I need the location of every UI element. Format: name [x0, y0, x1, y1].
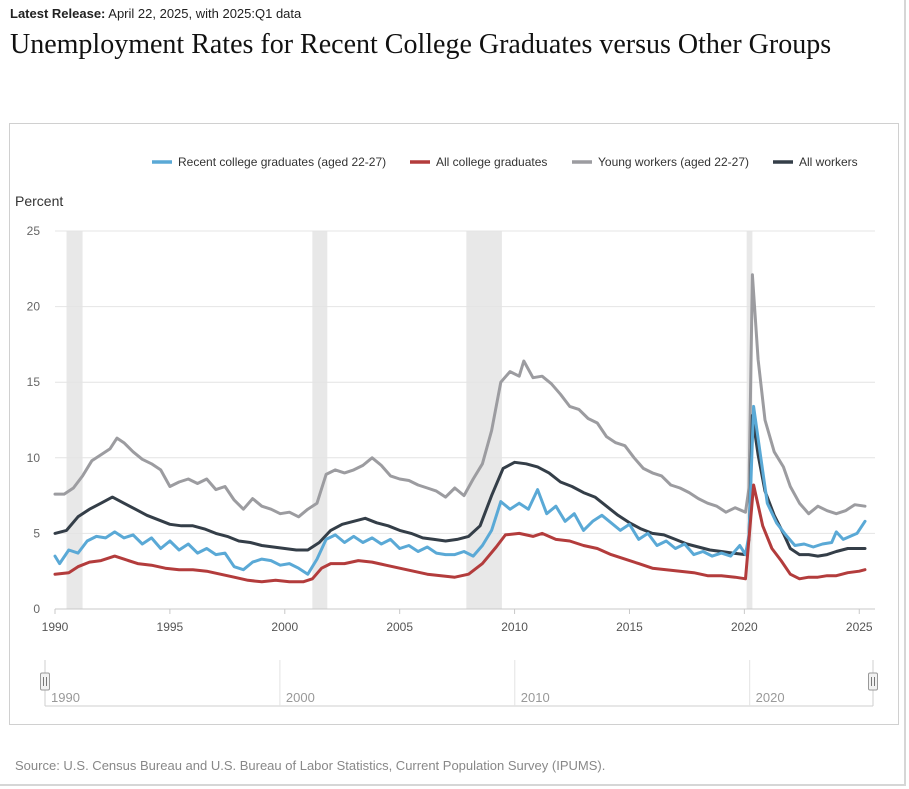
y-tick-label: 0 [33, 602, 40, 616]
series-line-young [53, 273, 867, 519]
y-axis-label: Percent [15, 193, 63, 209]
grid-lines [55, 230, 875, 610]
release-label: Latest Release: [10, 6, 106, 21]
x-tick-label: 2010 [501, 620, 528, 634]
y-tick-label: 15 [27, 375, 41, 389]
navigator-label: 1990 [51, 690, 80, 705]
legend-label: All workers [799, 155, 858, 169]
legend-item[interactable]: Young workers (aged 22-27) [572, 155, 749, 169]
x-tick-label: 2015 [616, 620, 643, 634]
y-tick-label: 10 [27, 451, 41, 465]
recession-band [66, 231, 83, 609]
y-tick-label: 5 [33, 526, 40, 540]
source-note: Source: U.S. Census Bureau and U.S. Bure… [15, 758, 606, 773]
x-tick-label: 2025 [846, 620, 873, 634]
legend-item[interactable]: All workers [773, 155, 858, 169]
legend-label: Recent college graduates (aged 22-27) [178, 155, 386, 169]
y-tick-label: 20 [27, 300, 41, 314]
x-tick-label: 1995 [157, 620, 184, 634]
handle-body [40, 672, 50, 691]
legend-label: Young workers (aged 22-27) [598, 155, 749, 169]
legend-label: All college graduates [436, 155, 547, 169]
navigator-label: 2000 [286, 690, 315, 705]
navigator-right-handle[interactable] [868, 672, 878, 691]
x-tick-label: 2000 [271, 620, 298, 634]
navigator-left-handle[interactable] [40, 672, 50, 691]
chart-container [9, 123, 899, 725]
x-tick-label: 2020 [731, 620, 758, 634]
release-line: Latest Release: April 22, 2025, with 202… [10, 6, 301, 21]
series-line-recent [53, 404, 867, 576]
series-lines [53, 273, 867, 584]
legend-item[interactable]: All college graduates [410, 155, 547, 169]
recession-bands [66, 231, 753, 609]
handle-body [868, 672, 878, 691]
x-tick-label: 1990 [42, 620, 69, 634]
recession-band [466, 231, 502, 609]
series-line-all_workers [53, 414, 867, 558]
x-tick-label: 2005 [386, 620, 413, 634]
legend: Recent college graduates (aged 22-27) All… [152, 155, 858, 169]
recession-band [312, 231, 328, 609]
page-title: Unemployment Rates for Recent College Gr… [10, 29, 832, 60]
navigator-label: 2010 [521, 690, 550, 705]
series-line-all_grads [53, 483, 867, 584]
navigator-label: 2020 [756, 690, 785, 705]
y-tick-label: 25 [27, 224, 41, 238]
release-text: April 22, 2025, with 2025:Q1 data [105, 6, 302, 21]
legend-item[interactable]: Recent college graduates (aged 22-27) [152, 155, 386, 169]
range-navigator: 1990 2000 2010 2020 [40, 660, 878, 707]
